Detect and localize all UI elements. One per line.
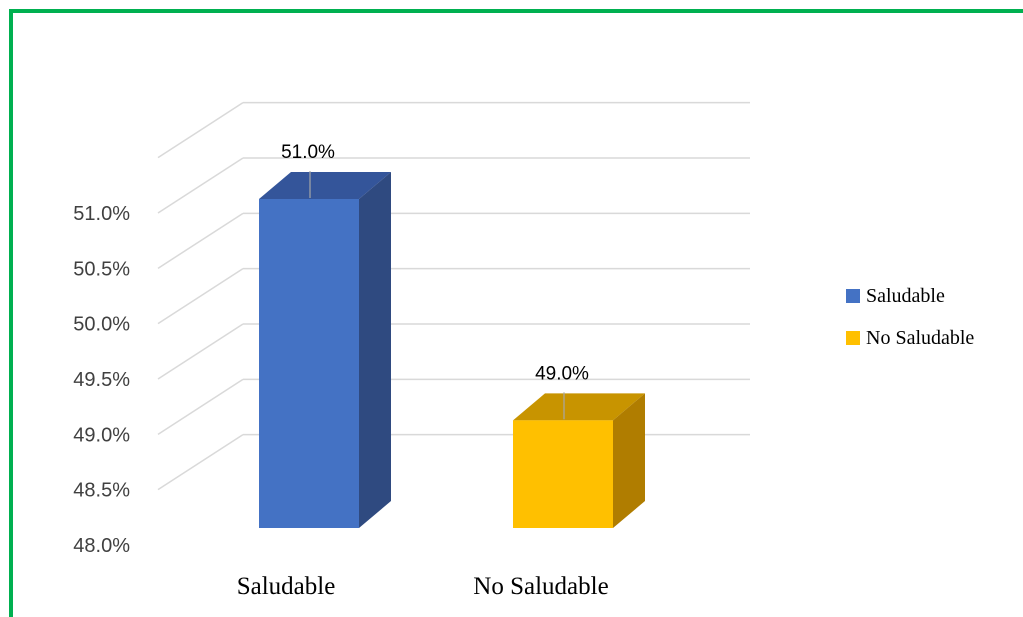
gridline-diagonal xyxy=(157,268,244,325)
gridline-diagonal xyxy=(157,323,244,380)
legend-item-saludable: Saludable xyxy=(846,282,974,310)
gridline-diagonal xyxy=(157,212,244,269)
y-tick-label: 50.5% xyxy=(73,258,130,280)
gridline-diagonal xyxy=(157,378,244,435)
gridline-diagonal xyxy=(157,157,244,214)
legend: Saludable No Saludable xyxy=(846,282,974,366)
y-tick-label: 49.0% xyxy=(73,424,130,446)
data-label: 51.0% xyxy=(281,142,335,163)
bar-top xyxy=(513,393,645,421)
y-tick-label: 51.0% xyxy=(73,203,130,225)
bar-side xyxy=(359,172,391,528)
bar xyxy=(513,420,613,528)
y-tick-label: 48.5% xyxy=(73,480,130,502)
gridline-diagonal xyxy=(157,102,244,159)
category-label: Saludable xyxy=(237,573,336,600)
y-tick-label: 50.0% xyxy=(73,314,130,336)
legend-item-no-saludable: No Saludable xyxy=(846,324,974,352)
category-label: No Saludable xyxy=(473,573,608,600)
legend-label-no-saludable: No Saludable xyxy=(866,326,975,349)
y-tick-label: 48.0% xyxy=(73,535,130,557)
legend-swatch-no-saludable xyxy=(846,331,860,345)
legend-label-saludable: Saludable xyxy=(866,284,945,307)
gridline-diagonal xyxy=(157,434,244,491)
y-tick-label: 49.5% xyxy=(73,369,130,391)
legend-swatch-saludable xyxy=(846,289,860,303)
data-label: 49.0% xyxy=(535,363,589,384)
bar-side xyxy=(613,393,645,528)
bar-top xyxy=(259,172,391,199)
bar xyxy=(259,199,359,528)
chart-frame xyxy=(9,9,1023,617)
